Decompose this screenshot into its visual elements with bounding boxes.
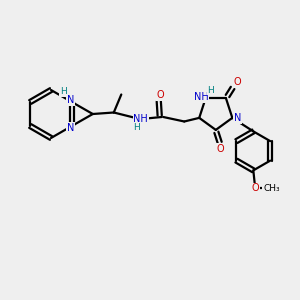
Text: O: O: [234, 77, 241, 87]
Text: H: H: [133, 123, 140, 132]
Text: N: N: [67, 123, 74, 133]
Text: H: H: [208, 85, 214, 94]
Text: O: O: [252, 183, 260, 194]
Text: NH: NH: [194, 92, 208, 102]
Text: O: O: [217, 143, 224, 154]
Text: CH₃: CH₃: [263, 184, 280, 193]
Text: O: O: [157, 90, 164, 100]
Text: N: N: [67, 95, 74, 105]
Text: NH: NH: [134, 114, 148, 124]
Text: H: H: [60, 87, 67, 96]
Text: N: N: [234, 113, 242, 123]
